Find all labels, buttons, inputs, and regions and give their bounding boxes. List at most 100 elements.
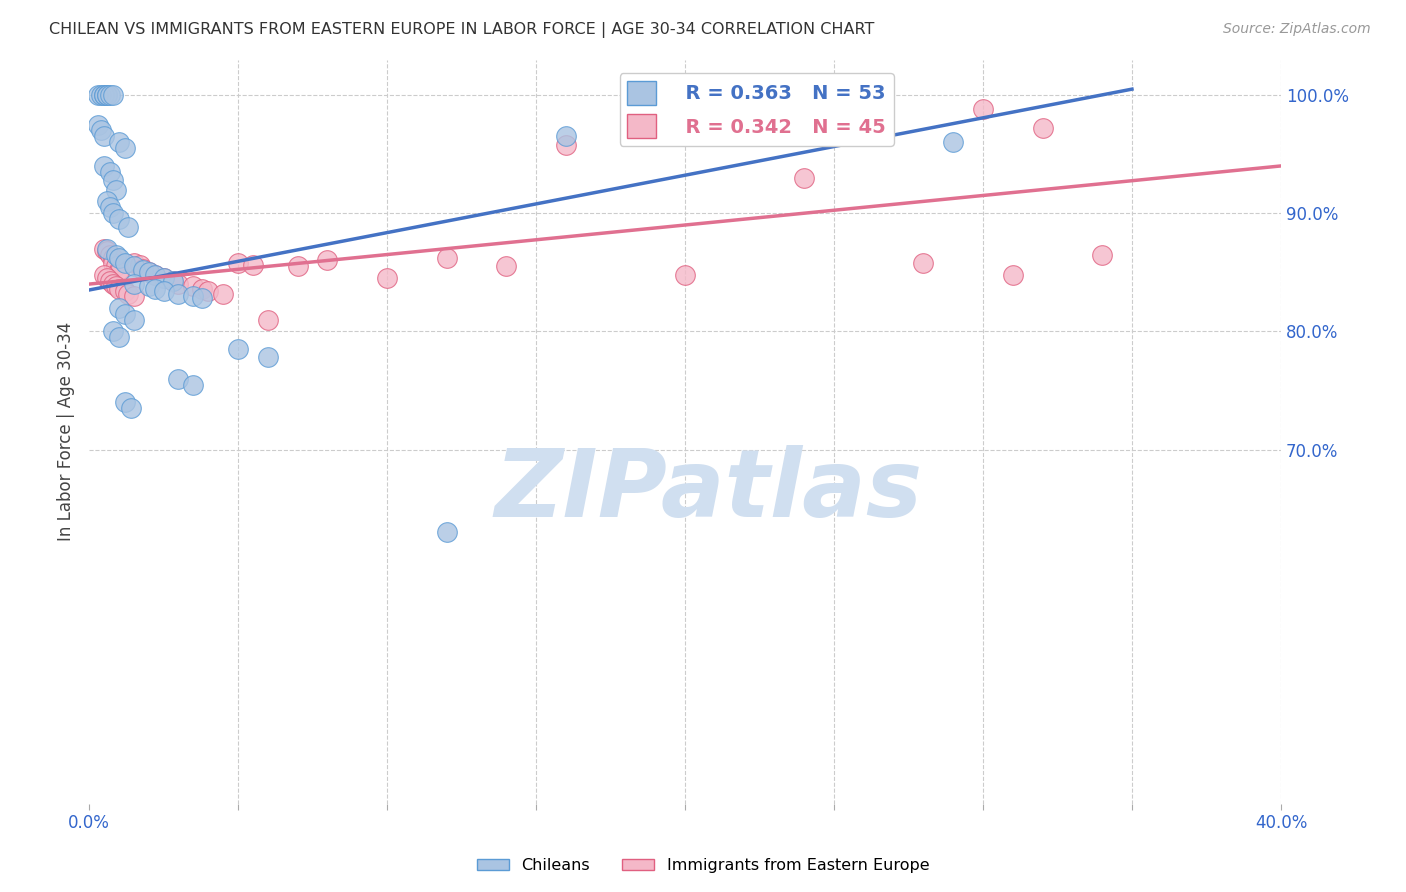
Point bbox=[96, 271, 118, 285]
Point bbox=[87, 118, 110, 132]
Point bbox=[162, 274, 184, 288]
Point bbox=[93, 242, 115, 256]
Point bbox=[942, 136, 965, 150]
Point bbox=[197, 284, 219, 298]
Point bbox=[122, 256, 145, 270]
Point bbox=[108, 212, 131, 227]
Point bbox=[167, 286, 190, 301]
Point bbox=[162, 274, 184, 288]
Point bbox=[131, 263, 153, 277]
Point bbox=[138, 279, 160, 293]
Point bbox=[131, 261, 153, 276]
Point bbox=[98, 165, 121, 179]
Point bbox=[167, 277, 190, 291]
Point bbox=[167, 371, 190, 385]
Point bbox=[101, 256, 124, 270]
Point bbox=[128, 258, 150, 272]
Point bbox=[122, 260, 145, 274]
Point bbox=[117, 220, 139, 235]
Point bbox=[152, 284, 174, 298]
Point bbox=[912, 256, 935, 270]
Point bbox=[122, 289, 145, 303]
Point bbox=[673, 268, 696, 282]
Point bbox=[143, 282, 166, 296]
Point bbox=[101, 206, 124, 220]
Point bbox=[257, 312, 280, 326]
Point bbox=[375, 271, 398, 285]
Point bbox=[191, 291, 214, 305]
Point bbox=[108, 330, 131, 344]
Point bbox=[143, 268, 166, 282]
Point bbox=[114, 256, 136, 270]
Point bbox=[242, 258, 264, 272]
Point bbox=[108, 301, 131, 315]
Point bbox=[122, 312, 145, 326]
Point bbox=[96, 244, 118, 258]
Point bbox=[90, 88, 112, 103]
Point bbox=[114, 307, 136, 321]
Point bbox=[1032, 121, 1054, 136]
Point bbox=[101, 251, 124, 265]
Point bbox=[104, 247, 127, 261]
Point bbox=[117, 286, 139, 301]
Point bbox=[138, 265, 160, 279]
Point bbox=[436, 251, 458, 265]
Point bbox=[436, 525, 458, 540]
Legend: Chileans, Immigrants from Eastern Europe: Chileans, Immigrants from Eastern Europe bbox=[470, 852, 936, 880]
Point bbox=[98, 247, 121, 261]
Point bbox=[93, 129, 115, 144]
Y-axis label: In Labor Force | Age 30-34: In Labor Force | Age 30-34 bbox=[58, 322, 75, 541]
Point bbox=[316, 253, 339, 268]
Point bbox=[104, 279, 127, 293]
Point bbox=[98, 274, 121, 288]
Point bbox=[257, 351, 280, 365]
Point bbox=[104, 183, 127, 197]
Point bbox=[495, 260, 517, 274]
Point bbox=[101, 277, 124, 291]
Point bbox=[122, 277, 145, 291]
Text: CHILEAN VS IMMIGRANTS FROM EASTERN EUROPE IN LABOR FORCE | AGE 30-34 CORRELATION: CHILEAN VS IMMIGRANTS FROM EASTERN EUROP… bbox=[49, 22, 875, 38]
Text: Source: ZipAtlas.com: Source: ZipAtlas.com bbox=[1223, 22, 1371, 37]
Point bbox=[114, 284, 136, 298]
Point bbox=[1001, 268, 1024, 282]
Point bbox=[554, 129, 576, 144]
Point bbox=[212, 286, 235, 301]
Point bbox=[114, 141, 136, 155]
Point bbox=[152, 271, 174, 285]
Point bbox=[191, 282, 214, 296]
Point bbox=[93, 159, 115, 173]
Point bbox=[96, 242, 118, 256]
Point bbox=[183, 377, 205, 392]
Point bbox=[1091, 247, 1114, 261]
Point bbox=[101, 173, 124, 187]
Point bbox=[93, 88, 115, 103]
Point bbox=[90, 123, 112, 137]
Point bbox=[226, 342, 249, 356]
Point bbox=[87, 88, 110, 103]
Point bbox=[120, 401, 142, 416]
Point bbox=[98, 200, 121, 214]
Point bbox=[93, 88, 115, 103]
Point bbox=[226, 256, 249, 270]
Point bbox=[96, 88, 118, 103]
Point bbox=[108, 136, 131, 150]
Point bbox=[114, 395, 136, 409]
Point bbox=[108, 263, 131, 277]
Point bbox=[554, 137, 576, 152]
Point bbox=[101, 324, 124, 338]
Point bbox=[96, 194, 118, 209]
Point bbox=[108, 282, 131, 296]
Legend:   R = 0.363   N = 53,   R = 0.342   N = 45: R = 0.363 N = 53, R = 0.342 N = 45 bbox=[620, 73, 894, 145]
Text: ZIPatlas: ZIPatlas bbox=[495, 445, 922, 537]
Point bbox=[108, 251, 131, 265]
Point bbox=[152, 271, 174, 285]
Point bbox=[143, 268, 166, 282]
Point bbox=[287, 260, 309, 274]
Point bbox=[183, 279, 205, 293]
Point bbox=[138, 265, 160, 279]
Point bbox=[108, 265, 131, 279]
Point bbox=[93, 268, 115, 282]
Point bbox=[101, 88, 124, 103]
Point bbox=[972, 102, 994, 116]
Point bbox=[104, 260, 127, 274]
